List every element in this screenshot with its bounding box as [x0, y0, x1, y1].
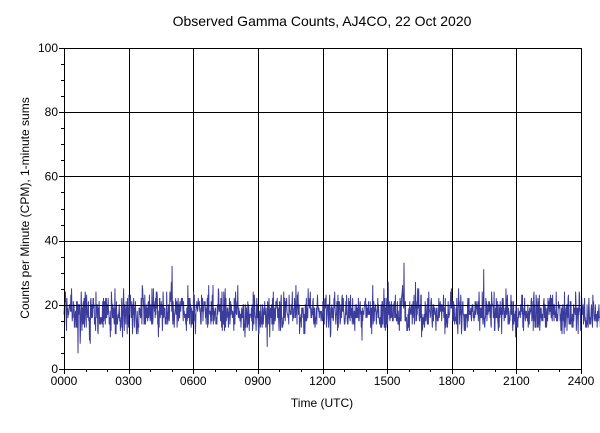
x-tick-label: 0600 — [180, 374, 207, 388]
y-axis-ticks: 0 20 40 60 80 100 — [38, 41, 64, 376]
x-tick-label: 2100 — [503, 374, 530, 388]
x-tick-label: 1800 — [438, 374, 465, 388]
y-tick-label: 0 — [51, 362, 58, 376]
x-axis-label: Time (UTC) — [291, 396, 353, 410]
y-tick-label: 40 — [45, 234, 59, 248]
x-tick-label: 0300 — [115, 374, 142, 388]
x-tick-label: 1500 — [374, 374, 401, 388]
y-axis-label: Counts per Minute (CPM), 1-minute sums — [18, 97, 32, 318]
series-line — [63, 262, 600, 354]
chart-title: Observed Gamma Counts, AJ4CO, 22 Oct 202… — [173, 13, 472, 29]
y-tick-label: 20 — [45, 298, 59, 312]
plot-frame — [64, 48, 582, 370]
x-tick-label: 0000 — [51, 374, 78, 388]
y-tick-label: 80 — [45, 105, 59, 119]
x-tick-label: 0900 — [245, 374, 272, 388]
grid-lines — [64, 48, 581, 369]
y-tick-label: 60 — [45, 169, 59, 183]
x-axis-ticks: 0000 0300 0600 0900 1200 1500 1800 2100 2400 — [51, 369, 595, 388]
x-tick-label: 2400 — [568, 374, 595, 388]
x-tick-label: 1200 — [309, 374, 336, 388]
series-layer — [63, 262, 600, 354]
y-tick-label: 100 — [38, 41, 58, 55]
